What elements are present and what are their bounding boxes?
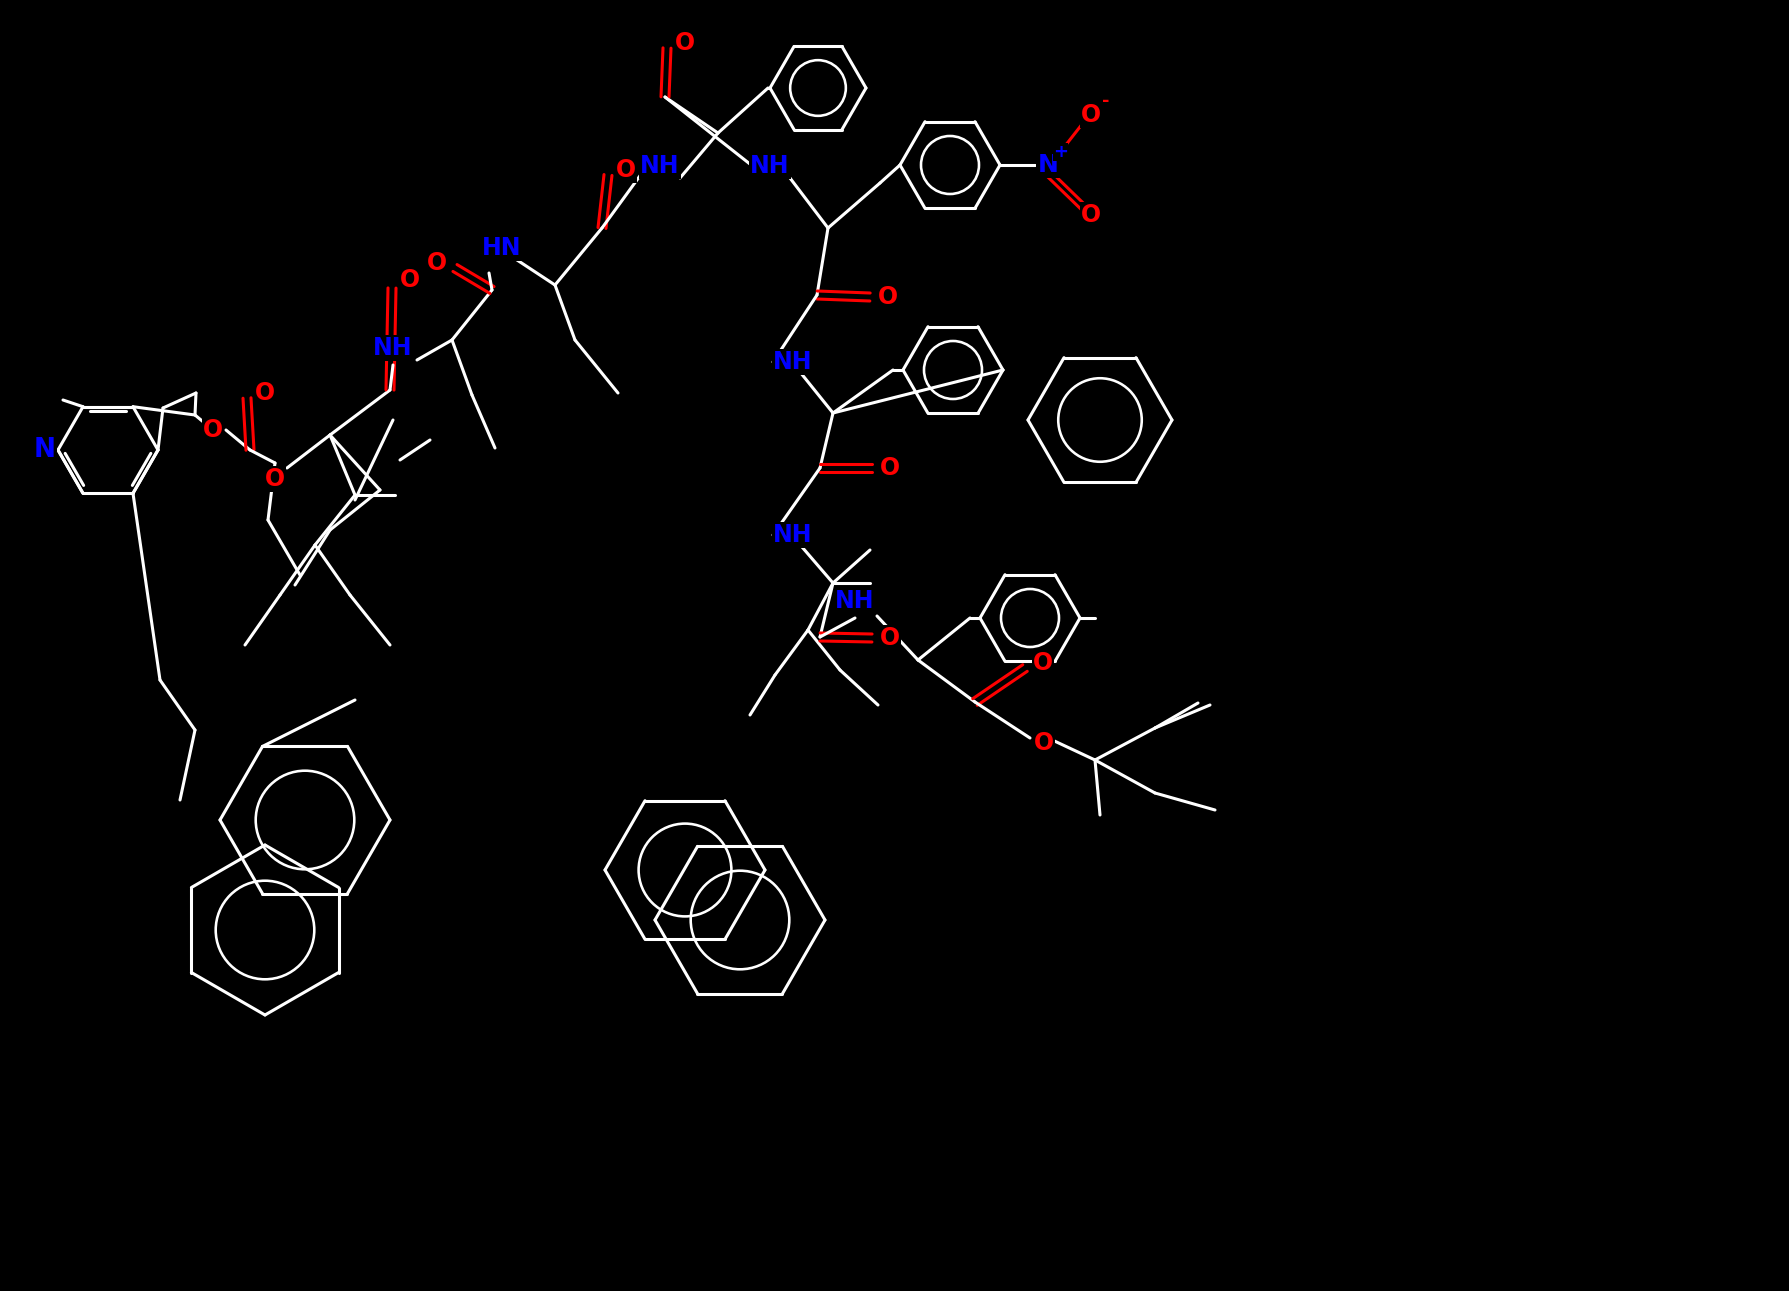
Text: O: O [428,250,447,275]
Text: O: O [1032,651,1052,675]
Text: O: O [399,269,420,292]
Text: NH: NH [773,523,812,547]
Text: O: O [877,285,898,309]
Text: O: O [674,31,694,56]
Text: O: O [1081,103,1100,127]
Text: HN: HN [481,236,521,259]
Text: O: O [202,418,224,442]
Text: O: O [1081,203,1100,227]
Text: +: + [1054,143,1068,161]
Text: O: O [254,381,276,405]
Text: N: N [34,436,55,463]
Text: O: O [880,456,900,480]
Text: O: O [1034,731,1054,755]
Text: NH: NH [773,350,812,374]
Text: NH: NH [750,154,789,178]
Text: O: O [265,467,284,491]
Text: NH: NH [640,154,680,178]
Text: N: N [1038,154,1057,177]
Text: NH: NH [374,336,413,360]
Text: O: O [615,158,635,182]
Text: O: O [880,626,900,649]
Text: -: - [1102,92,1109,110]
Text: NH: NH [835,589,875,613]
